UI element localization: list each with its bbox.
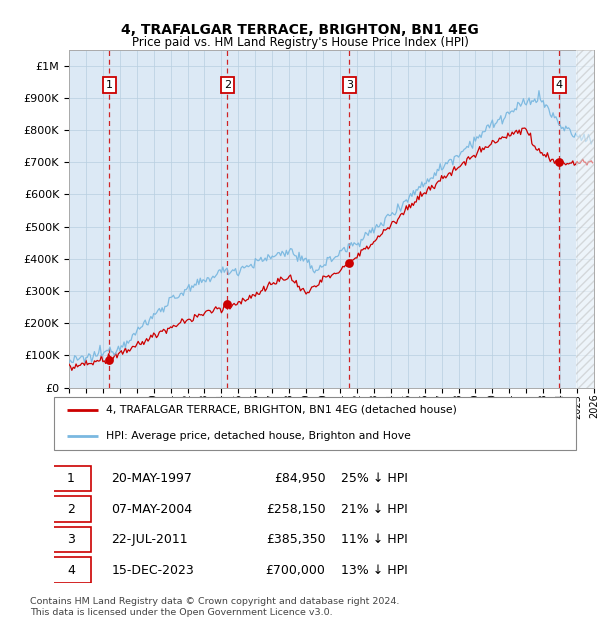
- Text: 3: 3: [67, 533, 75, 546]
- Text: 25% ↓ HPI: 25% ↓ HPI: [341, 472, 408, 485]
- Text: £258,150: £258,150: [266, 503, 325, 516]
- Text: 13% ↓ HPI: 13% ↓ HPI: [341, 564, 408, 577]
- Text: £700,000: £700,000: [266, 564, 325, 577]
- Text: 2: 2: [67, 503, 75, 516]
- Text: £84,950: £84,950: [274, 472, 325, 485]
- Text: 11% ↓ HPI: 11% ↓ HPI: [341, 533, 408, 546]
- Text: 4, TRAFALGAR TERRACE, BRIGHTON, BN1 4EG (detached house): 4, TRAFALGAR TERRACE, BRIGHTON, BN1 4EG …: [106, 405, 457, 415]
- Text: 1: 1: [67, 472, 75, 485]
- Text: 07-MAY-2004: 07-MAY-2004: [112, 503, 193, 516]
- FancyBboxPatch shape: [54, 397, 576, 450]
- Text: 3: 3: [346, 80, 353, 90]
- Text: 4, TRAFALGAR TERRACE, BRIGHTON, BN1 4EG: 4, TRAFALGAR TERRACE, BRIGHTON, BN1 4EG: [121, 23, 479, 37]
- Point: [554, 157, 564, 167]
- Text: Price paid vs. HM Land Registry's House Price Index (HPI): Price paid vs. HM Land Registry's House …: [131, 36, 469, 48]
- FancyBboxPatch shape: [52, 527, 91, 552]
- FancyBboxPatch shape: [52, 557, 91, 583]
- Text: 20-MAY-1997: 20-MAY-1997: [112, 472, 192, 485]
- FancyBboxPatch shape: [52, 466, 91, 491]
- Text: 4: 4: [556, 80, 563, 90]
- Text: 1: 1: [106, 80, 113, 90]
- Text: 15-DEC-2023: 15-DEC-2023: [112, 564, 194, 577]
- Text: 22-JUL-2011: 22-JUL-2011: [112, 533, 188, 546]
- Point: [104, 355, 114, 365]
- Point: [344, 259, 354, 268]
- Text: 2: 2: [224, 80, 231, 90]
- Text: Contains HM Land Registry data © Crown copyright and database right 2024.
This d: Contains HM Land Registry data © Crown c…: [30, 598, 400, 617]
- Text: HPI: Average price, detached house, Brighton and Hove: HPI: Average price, detached house, Brig…: [106, 432, 411, 441]
- FancyBboxPatch shape: [52, 497, 91, 522]
- Text: 21% ↓ HPI: 21% ↓ HPI: [341, 503, 408, 516]
- Point: [223, 299, 232, 309]
- Text: 4: 4: [67, 564, 75, 577]
- Bar: [576, 50, 594, 388]
- Text: £385,350: £385,350: [266, 533, 325, 546]
- Bar: [576, 50, 594, 388]
